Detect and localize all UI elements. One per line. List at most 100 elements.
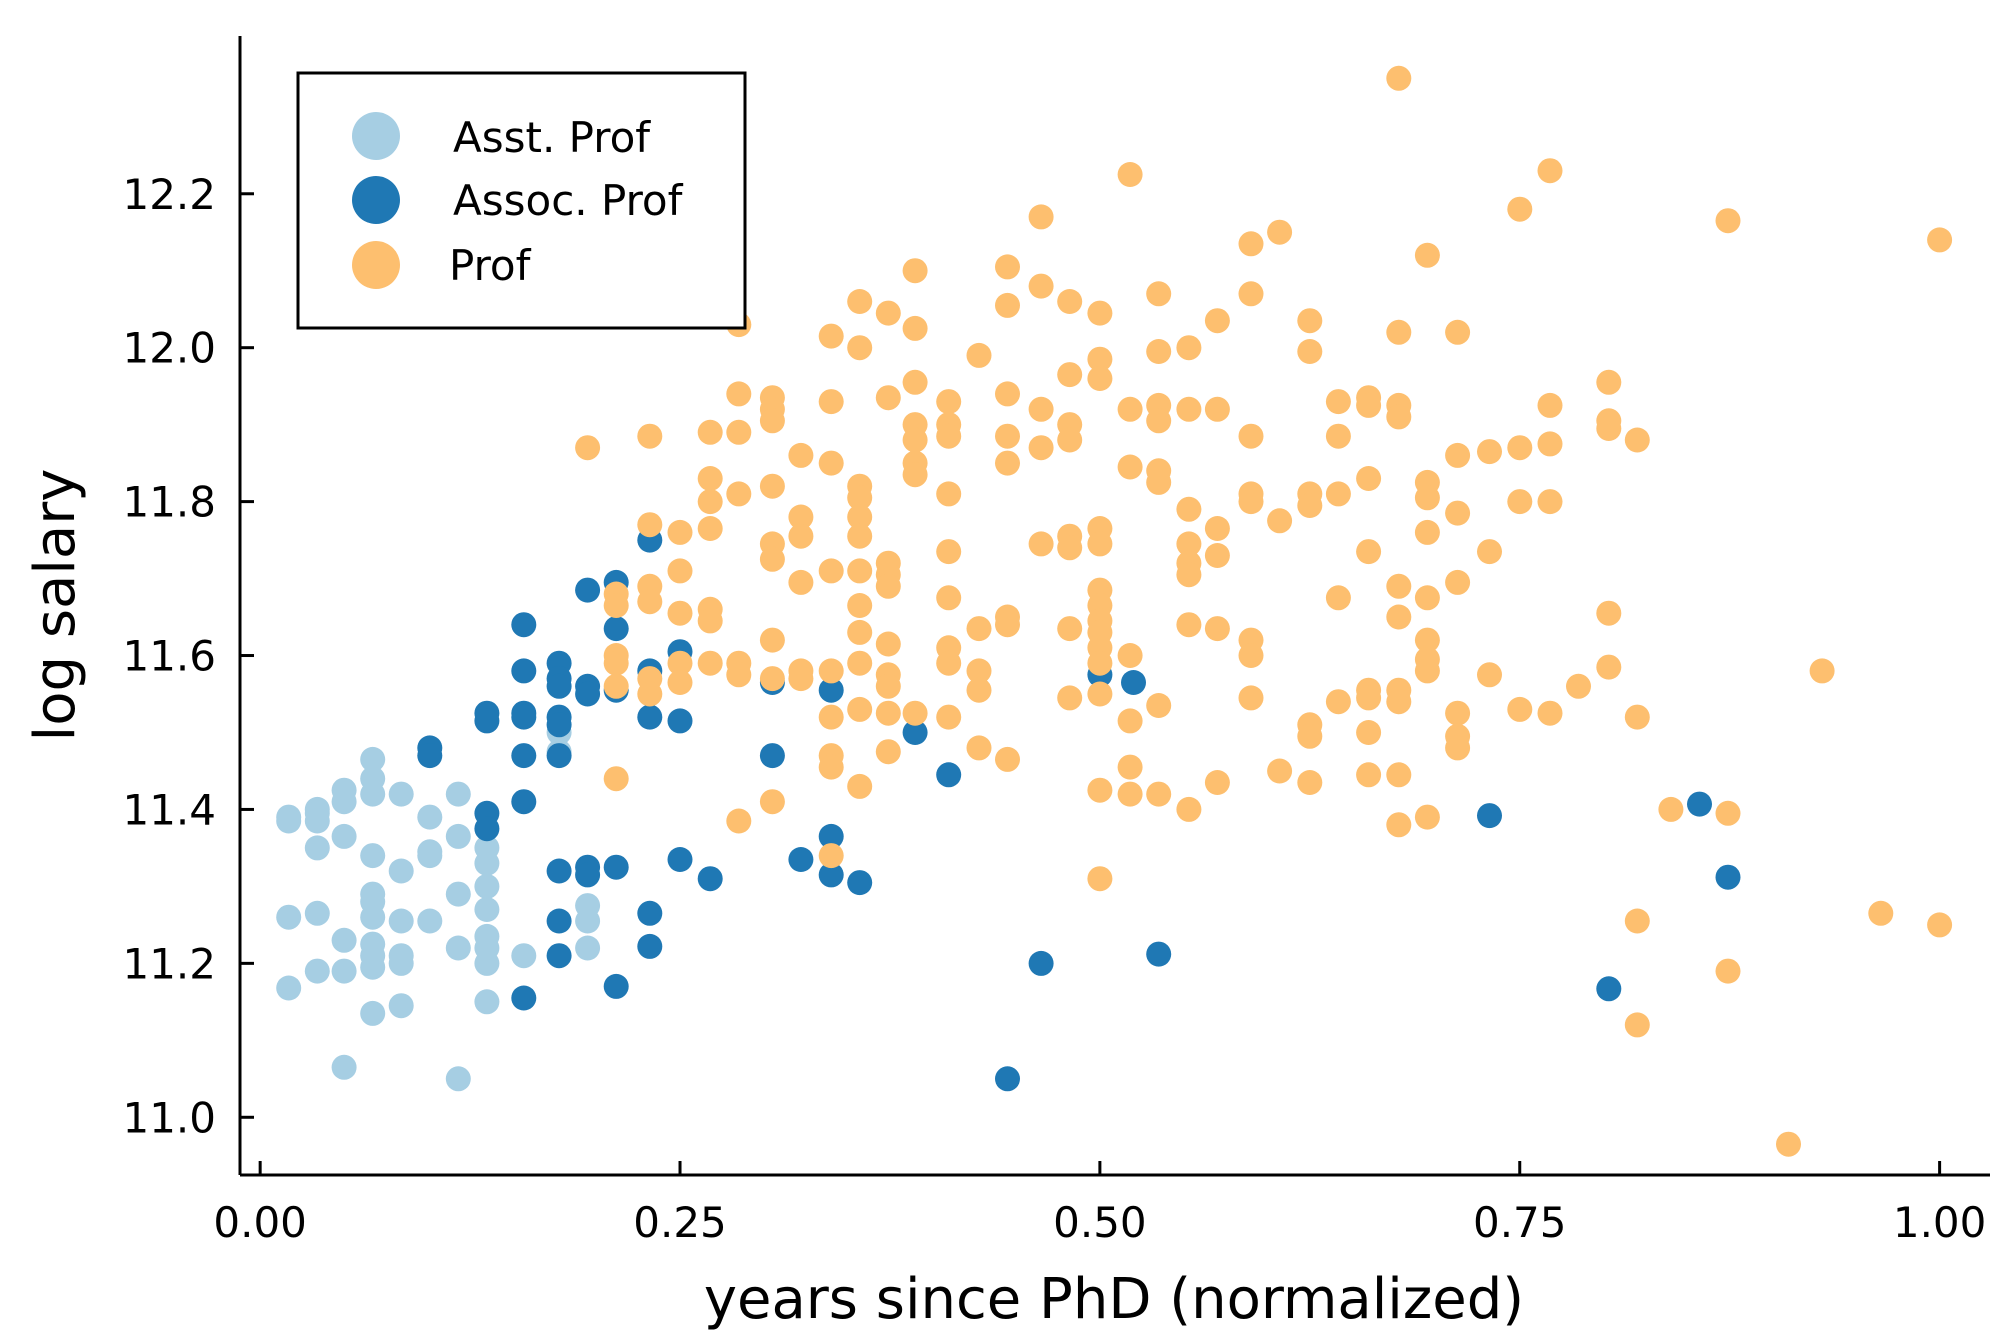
- point-prof: [667, 600, 693, 626]
- point-prof: [1087, 346, 1113, 372]
- point-prof: [936, 389, 962, 415]
- legend-marker-assoc-prof: [352, 176, 400, 224]
- point-prof: [788, 442, 814, 468]
- point-prof: [1297, 308, 1323, 334]
- point-prof: [1596, 369, 1622, 395]
- point-prof: [1176, 531, 1202, 557]
- point-asst-prof: [331, 927, 357, 953]
- point-prof: [818, 658, 844, 684]
- point-asst-prof: [360, 904, 386, 930]
- point-asst-prof: [360, 1000, 386, 1026]
- point-assoc-prof: [575, 681, 601, 707]
- point-asst-prof: [474, 897, 500, 922]
- point-assoc-prof: [759, 743, 785, 769]
- point-asst-prof: [445, 823, 471, 849]
- point-prof: [697, 608, 723, 634]
- point-prof: [1087, 777, 1113, 803]
- point-prof: [1028, 273, 1054, 299]
- point-prof: [1776, 1131, 1801, 1157]
- point-prof: [936, 539, 962, 565]
- point-asst-prof: [511, 943, 537, 969]
- point-prof: [726, 419, 752, 445]
- point-prof: [995, 746, 1020, 772]
- point-assoc-prof: [575, 862, 601, 888]
- point-prof: [1297, 339, 1323, 364]
- point-asst-prof: [445, 935, 471, 961]
- point-assoc-prof: [818, 862, 844, 888]
- y-tick-label: 12.2: [122, 170, 216, 219]
- point-assoc-prof: [902, 720, 928, 745]
- point-assoc-prof: [637, 933, 663, 959]
- point-assoc-prof: [474, 708, 500, 734]
- point-prof: [575, 435, 601, 461]
- y-tick-label: 11.2: [122, 939, 216, 988]
- point-prof: [1658, 796, 1684, 822]
- point-assoc-prof: [546, 743, 572, 769]
- point-prof: [1146, 408, 1172, 434]
- point-assoc-prof: [818, 677, 844, 703]
- point-assoc-prof: [936, 762, 962, 788]
- point-prof: [1146, 469, 1172, 495]
- point-asst-prof: [360, 954, 386, 980]
- point-asst-prof: [360, 746, 386, 772]
- x-axis-label: years since PhD (normalized): [704, 1267, 1524, 1332]
- point-prof: [1356, 720, 1382, 745]
- point-prof: [902, 700, 928, 726]
- legend-label-assoc-prof: Assoc. Prof: [453, 176, 684, 225]
- point-prof: [818, 450, 844, 476]
- point-prof: [818, 323, 844, 349]
- point-prof: [1356, 539, 1382, 565]
- point-asst-prof: [304, 808, 330, 834]
- point-prof: [637, 589, 663, 615]
- point-prof: [1537, 158, 1563, 184]
- point-prof: [788, 569, 814, 595]
- legend: Asst. Prof Assoc. Prof Prof: [296, 71, 747, 330]
- point-asst-prof: [304, 958, 330, 984]
- point-prof: [875, 739, 901, 765]
- point-prof: [1057, 535, 1083, 561]
- point-prof: [1386, 812, 1412, 838]
- point-prof: [1414, 585, 1440, 611]
- point-prof: [875, 673, 901, 699]
- point-prof: [1325, 423, 1351, 449]
- point-prof: [936, 585, 962, 611]
- x-tick-label: 0.50: [1053, 1198, 1147, 1247]
- point-prof: [1176, 612, 1202, 638]
- point-prof: [697, 650, 723, 676]
- point-prof: [818, 558, 844, 584]
- point-asst-prof: [575, 908, 601, 934]
- point-prof: [995, 450, 1020, 476]
- point-prof: [1057, 289, 1083, 314]
- point-prof: [902, 427, 928, 453]
- point-assoc-prof: [603, 973, 629, 999]
- point-asst-prof: [474, 950, 500, 976]
- point-prof: [1507, 196, 1533, 222]
- point-assoc-prof: [511, 704, 537, 730]
- point-assoc-prof: [546, 673, 572, 699]
- point-prof: [759, 789, 785, 815]
- point-assoc-prof: [1477, 803, 1502, 829]
- point-prof: [1238, 489, 1264, 515]
- point-assoc-prof: [1028, 950, 1054, 976]
- point-prof: [1356, 762, 1382, 788]
- point-prof: [847, 593, 873, 618]
- y-axis-label: log salary: [23, 469, 88, 742]
- point-prof: [847, 289, 873, 314]
- point-prof: [936, 423, 962, 449]
- point-prof: [847, 558, 873, 584]
- point-asst-prof: [417, 843, 443, 869]
- point-prof: [1146, 781, 1172, 807]
- point-prof: [1507, 696, 1533, 722]
- point-prof: [1087, 300, 1113, 326]
- point-prof: [818, 843, 844, 869]
- point-prof: [1087, 866, 1113, 892]
- point-prof: [1117, 781, 1143, 807]
- point-prof: [1028, 435, 1054, 461]
- point-prof: [995, 423, 1020, 449]
- point-prof: [1117, 708, 1143, 734]
- point-prof: [603, 673, 629, 699]
- point-prof: [667, 519, 693, 545]
- point-prof: [1176, 335, 1202, 361]
- x-tick-label: 0.25: [633, 1198, 727, 1247]
